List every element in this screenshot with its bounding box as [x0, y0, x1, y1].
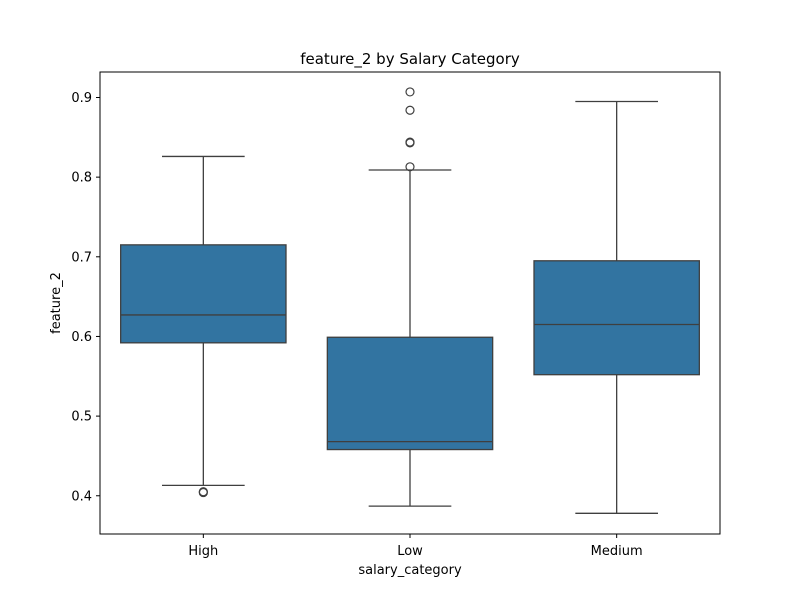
y-tick-label: 0.4	[71, 489, 92, 504]
y-tick-label: 0.7	[71, 250, 92, 265]
outlier-point	[198, 487, 208, 497]
outlier-point	[405, 87, 415, 97]
x-axis-label: salary_category	[358, 563, 462, 578]
y-axis-label: feature_2	[49, 272, 64, 334]
iqr-box	[533, 260, 700, 376]
y-tick-label: 0.9	[71, 91, 92, 106]
x-axis: High Low Medium	[188, 534, 643, 559]
iqr-box	[326, 336, 494, 451]
y-axis: 0.4 0.5 0.6 0.7 0.8 0.9	[71, 91, 100, 504]
y-tick-label: 0.6	[71, 330, 92, 345]
plot-area	[120, 87, 700, 514]
iqr-box	[120, 244, 287, 344]
box-group-low	[326, 87, 494, 507]
x-tick-label: Medium	[591, 544, 643, 559]
x-tick-label: High	[188, 544, 218, 559]
outlier-point	[405, 105, 415, 115]
box-group-high	[120, 155, 287, 498]
outlier-point	[405, 137, 415, 147]
box-group-medium	[533, 100, 700, 514]
x-tick-label: Low	[397, 544, 423, 559]
outlier-point	[405, 162, 415, 172]
y-tick-label: 0.5	[71, 410, 92, 425]
chart-title: feature_2 by Salary Category	[300, 50, 520, 69]
y-tick-label: 0.8	[71, 171, 92, 186]
